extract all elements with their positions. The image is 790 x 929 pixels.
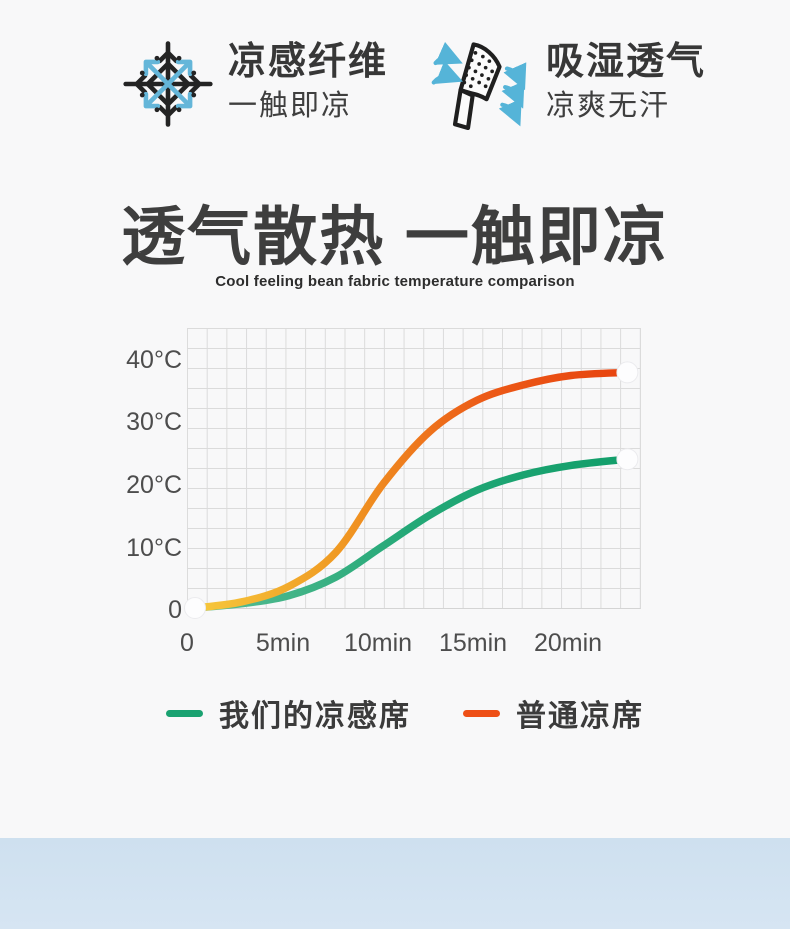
- page-subtitle: Cool feeling bean fabric temperature com…: [215, 273, 575, 290]
- y-axis-label: 30°C: [126, 408, 182, 436]
- x-axis-label: 5min: [255, 629, 311, 657]
- feature-breathable: 吸湿透气 凉爽无汗: [430, 38, 706, 145]
- x-axis-label: 10min: [343, 629, 413, 657]
- legend-swatch: [166, 709, 203, 717]
- y-axis-label: 20°C: [126, 471, 182, 499]
- legend-label: 普通凉席: [516, 700, 644, 733]
- ours-end-marker: [616, 448, 639, 471]
- y-axis-label: 10°C: [126, 534, 182, 562]
- feature-cooling-fiber: 凉感纤维 一触即凉: [122, 38, 388, 135]
- breathable-fabric-icon: [430, 38, 532, 145]
- series-line-ours: [191, 455, 632, 612]
- ordinary-end-marker: [616, 361, 639, 384]
- snowflake-icon: [122, 38, 214, 135]
- feature-title: 吸湿透气: [546, 41, 707, 83]
- legend-item-ours: 我们的凉感席: [166, 691, 411, 735]
- feature-subtitle: 一触即凉: [228, 90, 353, 122]
- y-axis-label: 0: [168, 596, 182, 624]
- legend-swatch: [463, 709, 500, 717]
- page-title: 透气散热 一触即凉: [121, 201, 669, 273]
- chart-lines-svg: [184, 361, 639, 619]
- legend-label: 我们的凉感席: [219, 700, 411, 733]
- x-axis-label: 20min: [533, 629, 603, 657]
- chart-plot-area: [184, 328, 641, 619]
- feature-subtitle: 凉爽无汗: [546, 90, 671, 122]
- series-line-ordinary: [191, 368, 632, 612]
- x-axis-label: 15min: [438, 629, 508, 657]
- bottom-background-band: [0, 838, 790, 929]
- origin-marker: [184, 597, 206, 619]
- x-axis-label: 0: [180, 629, 194, 657]
- y-axis-label: 40°C: [126, 346, 182, 374]
- feature-title: 凉感纤维: [228, 41, 389, 83]
- legend-item-ordinary: 普通凉席: [463, 691, 644, 735]
- chart-legend: 我们的凉感席 普通凉席: [10, 691, 790, 735]
